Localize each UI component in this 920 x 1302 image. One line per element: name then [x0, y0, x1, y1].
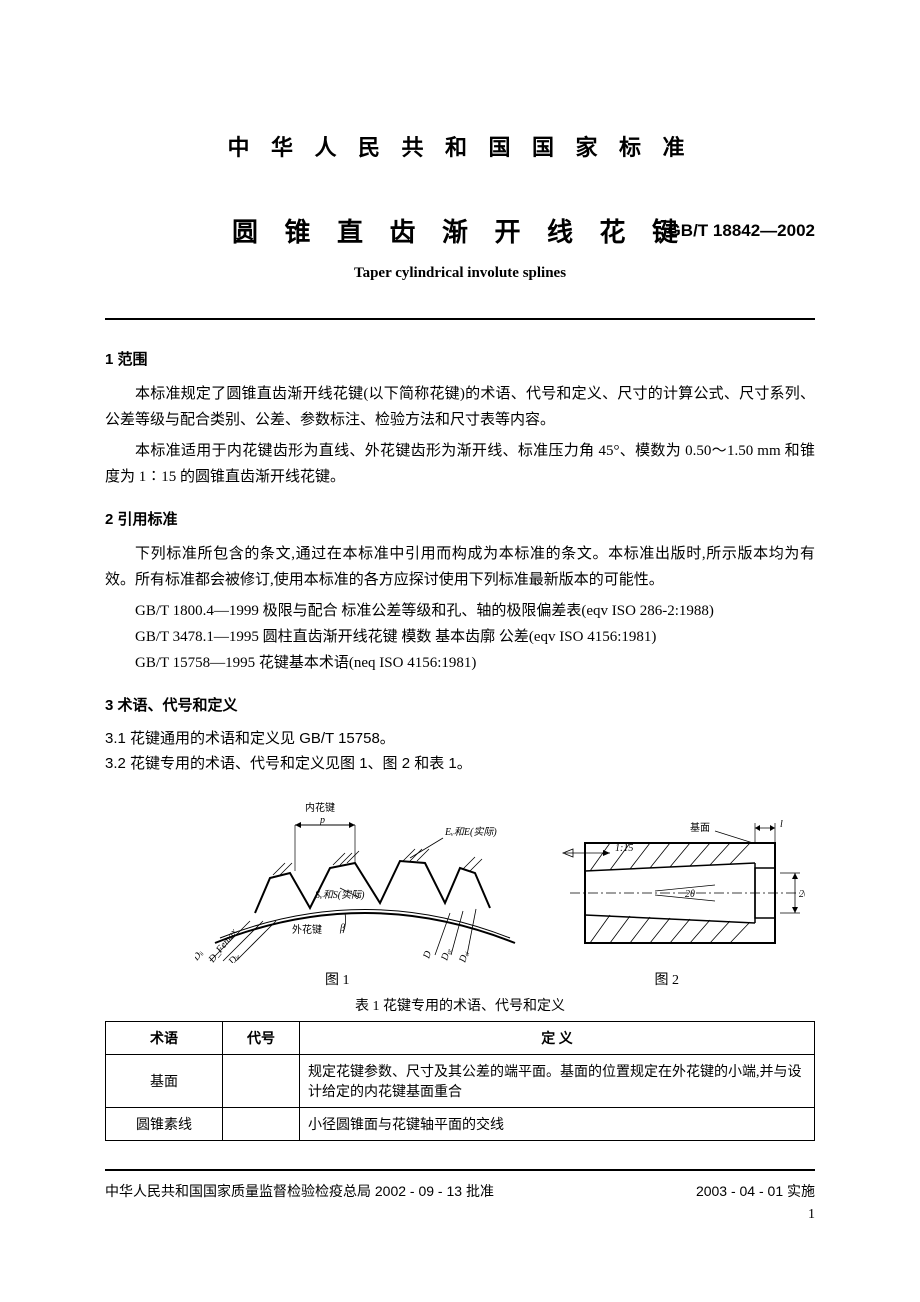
doc-title: 圆 锥 直 齿 渐 开 线 花 键: [232, 212, 688, 249]
table-row: 基面 规定花键参数、尺寸及其公差的端平面。基面的位置规定在外花键的小端,并与设计…: [106, 1055, 815, 1108]
section-2-para-1: 下列标准所包含的条文,通过在本标准中引用而构成为本标准的条文。本标准出版时,所示…: [105, 541, 815, 594]
fig1-caption: 图 1: [325, 969, 350, 989]
page-number: 1: [105, 1207, 815, 1223]
footer-right: 2003 - 04 - 01 实施: [696, 1181, 815, 1201]
fig2-caption: 图 2: [655, 969, 680, 989]
table-cell-def: 规定花键参数、尺寸及其公差的端平面。基面的位置规定在外花键的小端,并与设计给定的…: [300, 1055, 815, 1108]
fig2-label-2theta2: 2θ: [799, 889, 805, 900]
table-row: 圆锥素线 小径圆锥面与花键轴平面的交线: [106, 1108, 815, 1141]
ref-2: GB/T 3478.1—1995 圆柱直齿渐开线花键 模数 基本齿廓 公差(eq…: [105, 624, 815, 650]
section-1-heading: 1 范围: [105, 348, 815, 369]
fig1-label-inner: 内花键: [305, 801, 335, 814]
section-3-1: 3.1 花键通用的术语和定义见 GB/T 15758。: [105, 727, 815, 748]
section-3-heading: 3 术语、代号和定义: [105, 694, 815, 715]
fig2-label-ratio: 1:15: [615, 843, 633, 854]
fig1-label-dee: Dₑₑ: [439, 947, 454, 964]
table-cell-def: 小径圆锥面与花键轴平面的交线: [300, 1108, 815, 1141]
title-row: 圆 锥 直 齿 渐 开 线 花 键 GB/T 18842—2002: [105, 212, 815, 249]
fig2-label-2theta1: 2θ: [685, 889, 695, 900]
section-3-2: 3.2 花键专用的术语、代号和定义见图 1、图 2 和表 1。: [105, 752, 815, 773]
figure-1: 内花键 p Eᵥ和E(实际) Sᵥ和S(实际) β 外花键 Dᵢᵢ D_Fema…: [195, 783, 535, 963]
document-page: 中 华 人 民 共 和 国 国 家 标 准 圆 锥 直 齿 渐 开 线 花 键 …: [0, 0, 920, 1263]
subtitle-en: Taper cylindrical involute splines: [105, 265, 815, 282]
fig1-label-dii: Dᵢᵢ: [195, 948, 206, 963]
table-cell-code: [223, 1108, 300, 1141]
fig2-label-base: 基面: [690, 821, 710, 834]
figure-2: 1:15 基面 l 2θ 2θ: [555, 813, 805, 963]
fig1-label-sv: Sᵥ和S(实际): [315, 889, 365, 901]
section-2-heading: 2 引用标准: [105, 508, 815, 529]
fig1-label-beta: β: [339, 923, 345, 934]
header-rule: [105, 318, 815, 320]
fig1-label-dei: Dₑᵢ: [457, 950, 471, 964]
table-1-h2: 代号: [223, 1022, 300, 1055]
fig1-label-p: p: [319, 815, 325, 826]
section-1-para-2: 本标准适用于内花键齿形为直线、外花键齿形为渐开线、标准压力角 45°、模数为 0…: [105, 438, 815, 491]
fig2-label-l: l: [780, 819, 783, 830]
figure-captions: 图 1 图 2: [105, 969, 815, 989]
doc-code: GB/T 18842—2002: [668, 221, 815, 241]
ref-3: GB/T 15758—1995 花键基本术语(neq ISO 4156:1981…: [105, 650, 815, 676]
footer-row: 中华人民共和国国家质量监督检验检疫总局 2002 - 09 - 13 批准 20…: [105, 1169, 815, 1201]
section-1-para-1: 本标准规定了圆锥直齿渐开线花键(以下简称花键)的术语、代号和定义、尺寸的计算公式…: [105, 381, 815, 434]
table-1-h1: 术语: [106, 1022, 223, 1055]
table-cell-code: [223, 1055, 300, 1108]
table-1-title: 表 1 花键专用的术语、代号和定义: [105, 995, 815, 1015]
fig1-label-d: D: [421, 949, 434, 961]
nation-title: 中 华 人 民 共 和 国 国 家 标 准: [105, 130, 815, 162]
footer-left: 中华人民共和国国家质量监督检验检疫总局 2002 - 09 - 13 批准: [105, 1181, 494, 1201]
table-cell-term: 基面: [106, 1055, 223, 1108]
fig1-label-die: Dᵢₑ: [226, 951, 243, 963]
fig1-label-ev: Eᵥ和E(实际): [444, 826, 497, 838]
table-cell-term: 圆锥素线: [106, 1108, 223, 1141]
fig1-label-outer: 外花键: [292, 923, 322, 936]
table-1: 术语 代号 定 义 基面 规定花键参数、尺寸及其公差的端平面。基面的位置规定在外…: [105, 1021, 815, 1141]
table-1-h3: 定 义: [300, 1022, 815, 1055]
figures-row: 内花键 p Eᵥ和E(实际) Sᵥ和S(实际) β 外花键 Dᵢᵢ D_Fema…: [105, 783, 815, 963]
ref-1: GB/T 1800.4—1999 极限与配合 标准公差等级和孔、轴的极限偏差表(…: [105, 598, 815, 624]
